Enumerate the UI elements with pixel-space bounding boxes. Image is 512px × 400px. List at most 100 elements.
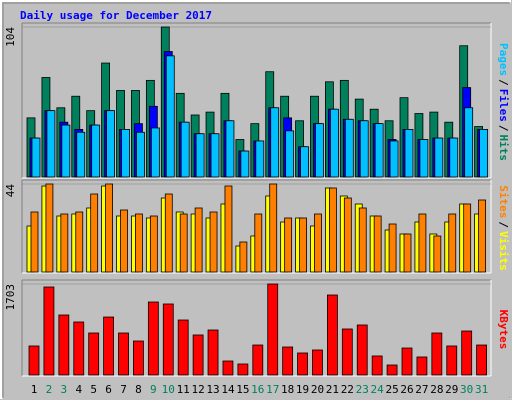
bar (177, 319, 189, 376)
y-tick-label: 104 (4, 27, 17, 47)
bar (240, 150, 250, 178)
bar (180, 121, 190, 178)
x-tick-label: 30 (460, 383, 473, 396)
x-tick-label: 7 (120, 383, 127, 396)
bar (58, 314, 70, 376)
bar (267, 283, 279, 376)
bar (207, 329, 219, 376)
bar (374, 123, 384, 178)
bar (419, 139, 429, 178)
x-tick-label: 6 (105, 383, 112, 396)
bar (343, 197, 352, 273)
bar (418, 213, 427, 273)
bar (315, 123, 324, 178)
bar (297, 352, 308, 376)
bar (28, 345, 40, 376)
bar (479, 129, 489, 178)
bar (386, 364, 398, 376)
x-tick-label: 29 (445, 383, 458, 396)
bar (105, 183, 113, 273)
bar (90, 193, 99, 273)
x-tick-label: 16 (251, 383, 264, 396)
bar (195, 133, 205, 178)
bar (389, 140, 399, 178)
legend-entry: Pages (497, 43, 510, 76)
bar (464, 107, 474, 178)
bar (359, 120, 369, 178)
x-tick-label: 25 (385, 383, 398, 396)
bar (356, 324, 368, 376)
x-tick-label: 19 (296, 383, 309, 396)
bar (103, 316, 114, 376)
bar (31, 137, 41, 178)
bar (106, 110, 115, 178)
bar (149, 215, 158, 273)
x-tick-label: 14 (221, 383, 235, 396)
x-tick-label: 10 (162, 383, 175, 396)
x-tick-label: 12 (191, 383, 204, 396)
bar (120, 209, 128, 273)
bar (239, 241, 248, 273)
bar (299, 217, 307, 273)
legend-entry: Sites (497, 185, 510, 218)
bar (282, 346, 294, 376)
bar (222, 360, 234, 376)
x-tick-label: 15 (236, 383, 249, 396)
legend-entry: Visits (497, 231, 510, 271)
bar (30, 211, 39, 273)
bar (224, 185, 233, 273)
bar (46, 110, 56, 178)
bar (209, 211, 218, 273)
bar (147, 301, 159, 376)
bar (446, 345, 458, 376)
bar (164, 193, 173, 273)
x-tick-label: 2 (46, 383, 53, 396)
bar (341, 328, 353, 376)
bar (225, 120, 235, 178)
bar (192, 334, 204, 376)
y-tick-label: 44 (4, 184, 17, 198)
bar (121, 129, 130, 178)
bar (476, 344, 488, 376)
bar (254, 213, 263, 273)
bar (328, 187, 337, 273)
x-tick-label: 5 (90, 383, 97, 396)
bar (150, 127, 160, 178)
bar (118, 332, 129, 376)
bar (433, 235, 442, 273)
x-tick-label: 13 (206, 383, 219, 396)
bar (478, 199, 487, 273)
x-tick-label: 24 (371, 383, 385, 396)
bar (285, 130, 295, 178)
bar (326, 294, 338, 376)
x-tick-label: 18 (281, 383, 294, 396)
bar (179, 213, 188, 273)
bar (401, 347, 413, 376)
legend-separator: / (497, 125, 510, 132)
bar (237, 363, 249, 376)
legend: KBytes (497, 310, 510, 350)
x-tick-label: 9 (150, 383, 157, 396)
bar (210, 133, 220, 178)
x-tick-label: 31 (475, 383, 488, 396)
y-tick-label: 1703 (4, 284, 17, 311)
bar (252, 344, 264, 376)
bar (194, 207, 203, 273)
bar (312, 349, 323, 376)
bar (461, 330, 473, 376)
legend-entry: Hits (497, 135, 510, 162)
bar (300, 146, 309, 178)
bar (358, 207, 367, 273)
bar (449, 137, 459, 178)
bar (136, 131, 145, 178)
bar (60, 213, 69, 273)
bar (329, 108, 339, 178)
bar (314, 213, 322, 273)
x-tick-label: 17 (266, 383, 279, 396)
bar (284, 217, 293, 273)
legend-separator: / (497, 79, 510, 86)
bar (434, 137, 444, 178)
bar (404, 129, 414, 178)
